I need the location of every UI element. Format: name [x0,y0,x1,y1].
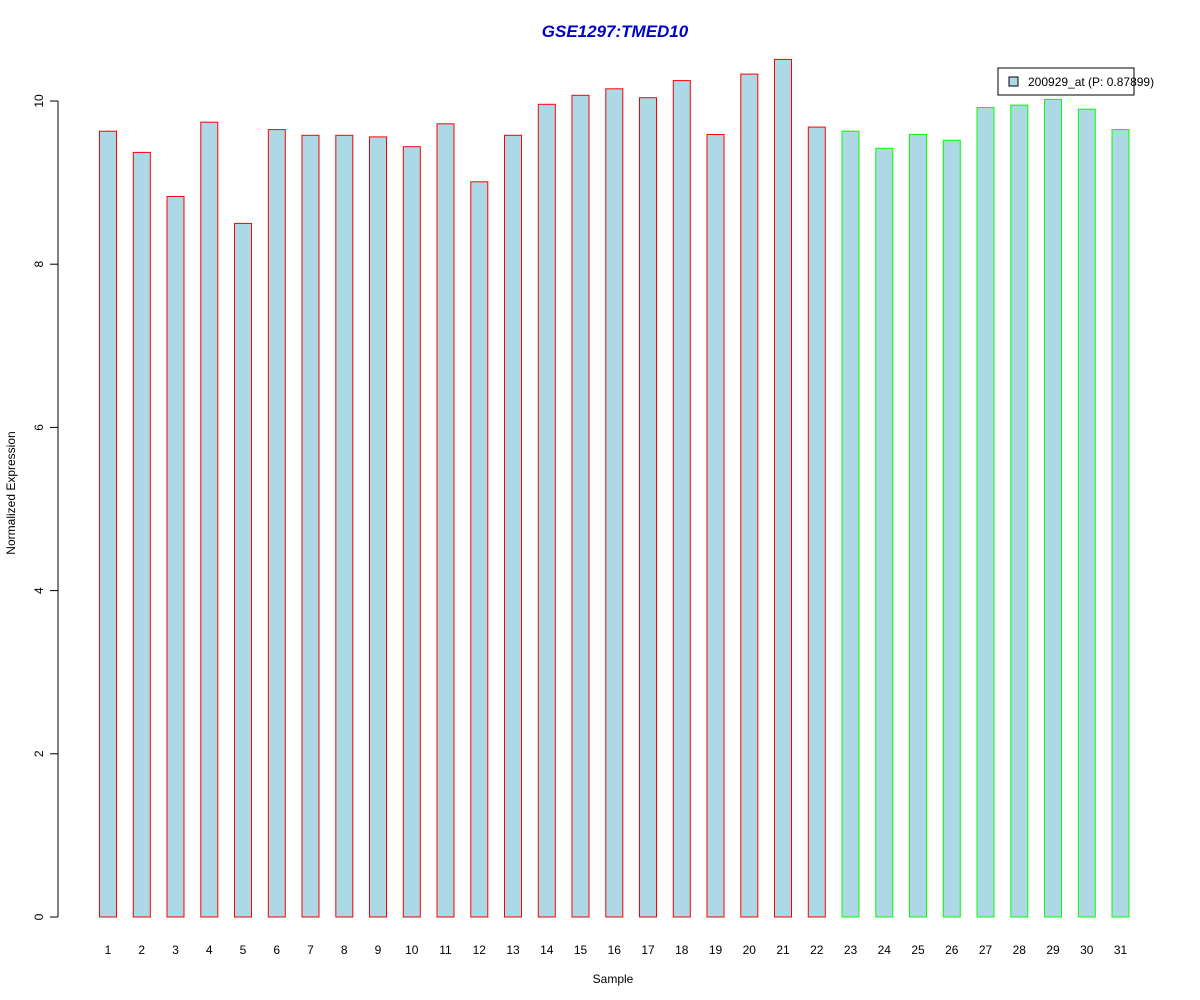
x-tick-label: 22 [810,943,824,957]
bar-sample-14 [537,103,556,918]
bar-sample-18 [672,80,691,918]
bar-sample-25 [909,134,927,918]
bar-sample-19 [706,134,725,918]
x-tick-label: 2 [138,943,145,957]
y-axis-title: Normalized Expression [4,431,18,554]
x-tick-label: 8 [341,943,348,957]
bar-sample-28 [1010,104,1029,918]
bar-sample-29 [1044,98,1062,918]
bar-sample-12 [470,181,489,918]
bar-sample-3 [166,196,185,918]
x-tick-label: 11 [439,943,452,957]
x-tick-label: 3 [172,943,179,957]
x-tick-label: 4 [206,943,213,957]
x-tick-label: 1 [105,943,112,957]
x-tick-label: 27 [979,943,993,957]
bar-sample-10 [402,146,421,918]
x-tick-label: 31 [1114,943,1128,957]
bars-group [99,58,1130,918]
bar-sample-21 [774,58,792,918]
legend-label: 200929_at (P: 0.87899) [1028,75,1154,89]
y-tick-label: 4 [32,587,46,594]
bar-sample-11 [436,123,455,918]
x-tick-label: 6 [273,943,280,957]
x-tick-label: 9 [375,943,382,957]
bar-sample-13 [504,134,522,918]
bar-sample-6 [267,129,286,918]
bar-sample-1 [99,130,117,918]
x-tick-label: 21 [776,943,790,957]
chart-title: GSE1297:TMED10 [542,22,689,41]
x-tick-label: 28 [1013,943,1027,957]
legend: 200929_at (P: 0.87899) [997,67,1154,96]
bar-sample-22 [807,126,826,918]
x-tick-labels: 1 2 3 4 5 6 7 8 9 10 11 12 13 14 15 16 17 18 19 20 21 22 23 24 2… [105,943,1128,957]
bar-sample-9 [369,136,387,918]
bar-sample-15 [571,94,590,918]
x-tick-label: 5 [240,943,247,957]
bar-sample-30 [1077,108,1096,918]
x-tick-label: 29 [1046,943,1060,957]
legend-swatch [1008,76,1019,87]
y-tick-label: 0 [32,913,46,920]
bar-sample-24 [875,147,894,918]
x-tick-label: 12 [473,943,487,957]
x-tick-label: 18 [675,943,689,957]
y-tick-label: 10 [32,94,46,108]
x-tick-label: 10 [405,943,419,957]
x-tick-label: 25 [911,943,925,957]
y-axis: 0 2 4 6 8 10 [32,94,59,920]
bar-sample-27 [976,107,995,918]
x-tick-label: 23 [844,943,858,957]
bar-sample-4 [200,121,219,918]
bar-sample-5 [234,222,252,918]
bar-sample-8 [335,134,354,918]
bar-sample-16 [605,88,624,918]
x-axis-title: Sample [593,972,634,986]
x-tick-label: 20 [743,943,757,957]
bar-sample-31 [1111,129,1130,918]
bar-sample-26 [942,139,961,918]
x-tick-label: 15 [574,943,588,957]
bar-sample-20 [740,73,759,918]
x-tick-label: 16 [608,943,622,957]
x-tick-label: 26 [945,943,959,957]
x-tick-label: 30 [1080,943,1094,957]
x-tick-label: 14 [540,943,554,957]
bar-sample-17 [639,97,657,918]
y-tick-label: 8 [32,261,46,268]
y-tick-label: 6 [32,424,46,431]
x-tick-label: 17 [641,943,655,957]
x-tick-label: 7 [307,943,314,957]
bar-sample-2 [132,151,151,918]
x-tick-label: 19 [709,943,723,957]
legend-box [997,67,1135,96]
x-tick-label: 13 [506,943,520,957]
y-tick-label: 2 [32,750,46,757]
bar-sample-7 [301,134,320,918]
x-tick-label: 24 [878,943,892,957]
bar-sample-23 [841,130,860,918]
